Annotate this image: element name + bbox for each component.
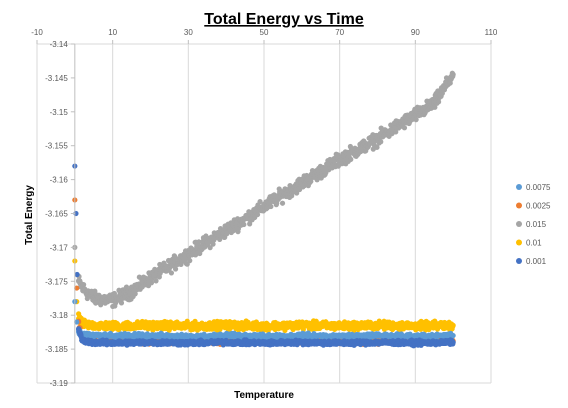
- data-point: [118, 300, 125, 306]
- data-point: [450, 73, 456, 79]
- data-point: [74, 271, 80, 278]
- y-tick-label: -3.14: [50, 40, 69, 49]
- data-point: [393, 129, 399, 135]
- data-point: [308, 178, 314, 184]
- data-point: [436, 99, 442, 105]
- data-point: [449, 332, 456, 338]
- series-0.001: [72, 163, 456, 349]
- chart-title: Total Energy vs Time: [204, 11, 364, 28]
- data-point: [450, 341, 456, 347]
- y-tick-label: -3.18: [50, 311, 69, 320]
- data-points: [72, 70, 456, 349]
- legend-marker: [516, 258, 522, 264]
- data-point: [148, 280, 155, 286]
- data-point: [241, 221, 247, 228]
- legend-label: 0.001: [526, 257, 547, 266]
- data-point: [348, 156, 354, 162]
- data-point: [378, 139, 384, 145]
- data-point: [74, 285, 80, 291]
- data-point: [268, 203, 274, 210]
- data-point: [196, 239, 202, 245]
- data-point: [172, 266, 179, 272]
- data-point: [184, 318, 190, 324]
- data-point: [217, 236, 223, 242]
- data-point: [254, 211, 261, 218]
- data-point: [81, 282, 87, 288]
- x-tick-label: 10: [108, 28, 117, 37]
- legend-label: 0.015: [526, 220, 547, 229]
- data-point: [450, 323, 456, 329]
- x-tick-label: 110: [485, 28, 498, 37]
- legend: 0.0075 0.0025 0.015 0.01 0.001: [516, 183, 551, 266]
- data-point: [168, 270, 175, 276]
- legend-item: 0.015: [516, 220, 547, 229]
- legend-label: 0.0025: [526, 202, 551, 211]
- data-point: [314, 177, 320, 183]
- x-tick-label: 30: [184, 28, 193, 37]
- y-tick-label: -3.19: [50, 379, 69, 388]
- y-tick-label: -3.17: [50, 243, 69, 252]
- data-point: [279, 200, 286, 206]
- legend-label: 0.01: [526, 239, 542, 248]
- legend-item: 0.001: [516, 257, 547, 266]
- y-tick-label: -3.15: [50, 108, 69, 117]
- data-point: [153, 278, 159, 284]
- legend-marker: [516, 202, 522, 209]
- legend-item: 0.01: [516, 239, 542, 248]
- data-point: [210, 241, 216, 247]
- data-point: [374, 144, 380, 150]
- y-tick-label: -3.175: [45, 277, 68, 286]
- legend-item: 0.0075: [516, 183, 551, 192]
- legend-item: 0.0025: [516, 202, 551, 211]
- x-tick-label: -10: [31, 28, 43, 37]
- y-tick-label: -3.185: [45, 345, 68, 354]
- y-tick-label: -3.155: [45, 142, 68, 151]
- legend-marker: [516, 184, 522, 190]
- data-point: [207, 245, 213, 251]
- y-tick-label: -3.145: [45, 74, 68, 83]
- series-0.015: [72, 70, 456, 310]
- data-point: [132, 291, 138, 297]
- legend-marker: [516, 239, 522, 246]
- data-point: [74, 319, 80, 325]
- x-tick-label: 70: [335, 28, 344, 37]
- legend-label: 0.0075: [526, 183, 551, 192]
- tick-labels: -10 10 30 50 70 90 110 -3.14 -3.145 -3.15 -3.155 -3…: [31, 28, 498, 388]
- data-point: [257, 198, 263, 205]
- y-tick-label: -3.16: [50, 176, 69, 185]
- series-0.01: [72, 258, 456, 334]
- data-point: [187, 258, 193, 264]
- x-tick-label: 50: [260, 28, 269, 37]
- axes: [36, 40, 492, 384]
- y-tick-label: -3.165: [45, 210, 68, 219]
- data-point: [413, 117, 419, 123]
- x-tick-label: 90: [411, 28, 420, 37]
- data-point: [432, 104, 438, 110]
- data-point: [401, 125, 408, 131]
- x-axis-title: Temperature: [234, 390, 294, 401]
- legend-marker: [516, 221, 522, 227]
- y-axis-title: Total Energy: [24, 185, 35, 245]
